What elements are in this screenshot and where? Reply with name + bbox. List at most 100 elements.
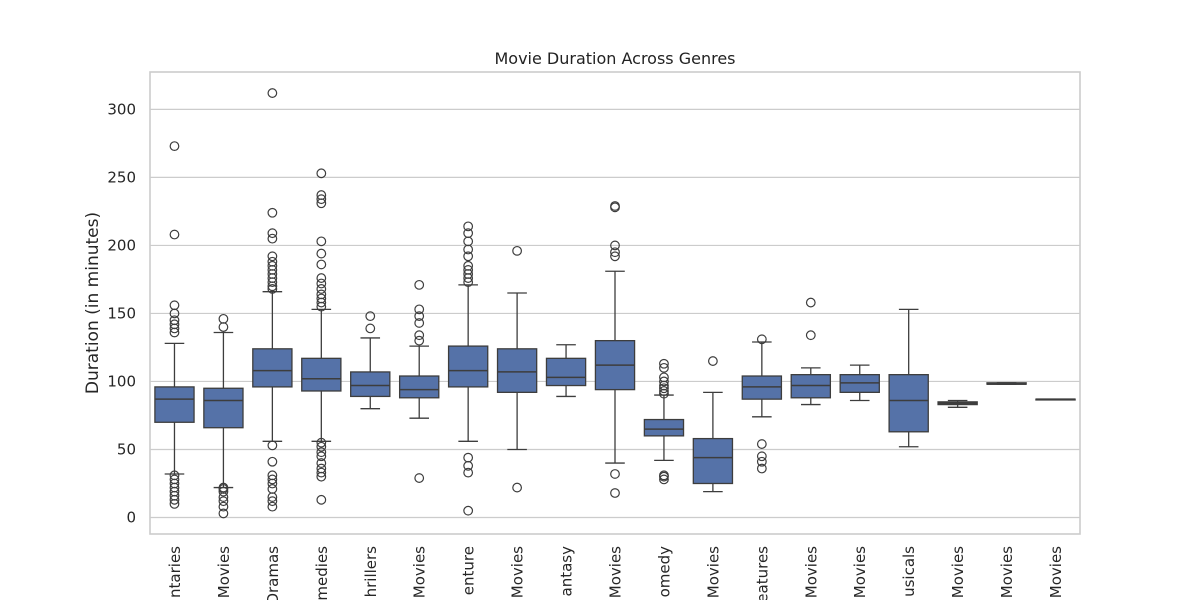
outlier-point: [267, 207, 278, 218]
outlier-point: [316, 168, 327, 179]
box-1: [154, 141, 195, 509]
outlier-point: [707, 356, 718, 366]
box-iqr: [203, 387, 244, 429]
outlier-point: [414, 318, 425, 328]
outlier-point: [267, 496, 278, 507]
outlier-point: [267, 260, 278, 271]
x-tick-label: usicals: [900, 546, 918, 597]
x-tick-label: enture: [460, 546, 478, 595]
outlier-point: [218, 508, 229, 519]
y-axis-ticks: 0 50 100 150 200 250 300: [107, 100, 136, 526]
box-13: [741, 334, 783, 474]
x-tick-label: Dramas: [264, 546, 282, 600]
outlier-point: [267, 256, 278, 267]
outlier-point: [316, 451, 327, 462]
box-iqr: [252, 348, 293, 388]
x-tick-label: omedy: [655, 546, 673, 598]
outlier-point: [316, 273, 327, 283]
outlier-point: [267, 284, 278, 294]
box-8: [496, 245, 538, 493]
outlier-point: [414, 473, 425, 483]
outlier-point: [316, 463, 327, 474]
y-tick-label: 50: [117, 440, 136, 458]
x-tick-label: medies: [313, 546, 331, 600]
outlier-point: [659, 474, 669, 485]
outlier-point: [267, 474, 278, 485]
outlier-point: [512, 245, 523, 256]
box-iqr: [496, 348, 538, 393]
outlier-point: [610, 251, 620, 262]
box-iqr: [398, 375, 440, 399]
outlier-point: [316, 248, 327, 259]
box-iqr: [350, 371, 391, 398]
box-3: [252, 88, 293, 512]
outlier-point: [218, 496, 229, 507]
outlier-point: [267, 456, 278, 467]
outlier-point: [610, 469, 620, 479]
box-iqr: [301, 357, 342, 392]
outlier-point: [463, 260, 474, 271]
outlier-point: [414, 330, 425, 341]
box-15: [839, 364, 880, 402]
y-tick-label: 0: [126, 509, 136, 527]
outlier-point: [316, 194, 327, 205]
outlier-point: [610, 240, 620, 251]
box-12: [692, 356, 734, 493]
outlier-point: [267, 470, 278, 481]
x-tick-label: Movies: [802, 546, 820, 598]
box-2: [203, 313, 244, 519]
outlier-point: [463, 228, 474, 239]
outlier-point: [316, 236, 327, 247]
outlier-point: [659, 470, 669, 481]
outlier-point: [218, 313, 229, 324]
box-iqr: [888, 374, 929, 433]
x-tick-label: Movies: [411, 546, 429, 598]
outlier-point: [463, 467, 474, 478]
x-tick-label: Movies: [704, 546, 722, 598]
outlier-point: [316, 467, 327, 478]
y-tick-label: 150: [107, 304, 136, 322]
outlier-point: [169, 315, 180, 326]
outlier-point: [316, 289, 327, 300]
outlier-point: [316, 284, 327, 294]
box-11: [643, 358, 685, 485]
x-tick-label: Movies: [998, 546, 1016, 598]
box-4: [301, 168, 342, 505]
outlier-point: [169, 474, 180, 485]
box-16: [888, 308, 929, 448]
x-tick-label: hrillers: [362, 546, 380, 598]
outlier-point: [756, 463, 767, 474]
x-tick-label: Movies: [949, 546, 967, 598]
box-17: [937, 399, 978, 408]
outlier-point: [414, 311, 425, 322]
box-19: [1035, 398, 1076, 401]
outlier-point: [659, 372, 669, 383]
outlier-point: [610, 488, 620, 498]
box-7: [447, 221, 489, 516]
x-tick-label: Movies: [215, 546, 233, 598]
outlier-point: [756, 334, 767, 345]
box-iqr: [692, 437, 734, 485]
outlier-point: [316, 278, 327, 289]
x-tick-label: antasy: [558, 546, 576, 597]
outlier-point: [805, 297, 816, 308]
outlier-point: [316, 259, 327, 270]
outlier-point: [659, 376, 669, 387]
y-axis-label: Duration (in minutes): [83, 212, 103, 394]
x-axis-ticks: ntaries Movies Dramas medies hrillers Movies e…: [166, 546, 1065, 600]
x-tick-label: Movies: [1047, 546, 1065, 598]
outlier-point: [463, 251, 474, 262]
outlier-point: [414, 335, 425, 346]
chart-title: Movie Duration Across Genres: [494, 49, 735, 68]
outlier-point: [463, 221, 474, 232]
outlier-point: [414, 279, 425, 290]
outlier-point: [316, 494, 327, 505]
outlier-point: [659, 386, 669, 396]
box-10: [594, 201, 636, 498]
outlier-point: [218, 322, 229, 332]
outlier-point: [218, 486, 229, 497]
x-tick-label: Movies: [509, 546, 527, 598]
outlier-point: [463, 452, 474, 463]
box-5: [350, 311, 391, 410]
outlier-point: [316, 441, 327, 452]
